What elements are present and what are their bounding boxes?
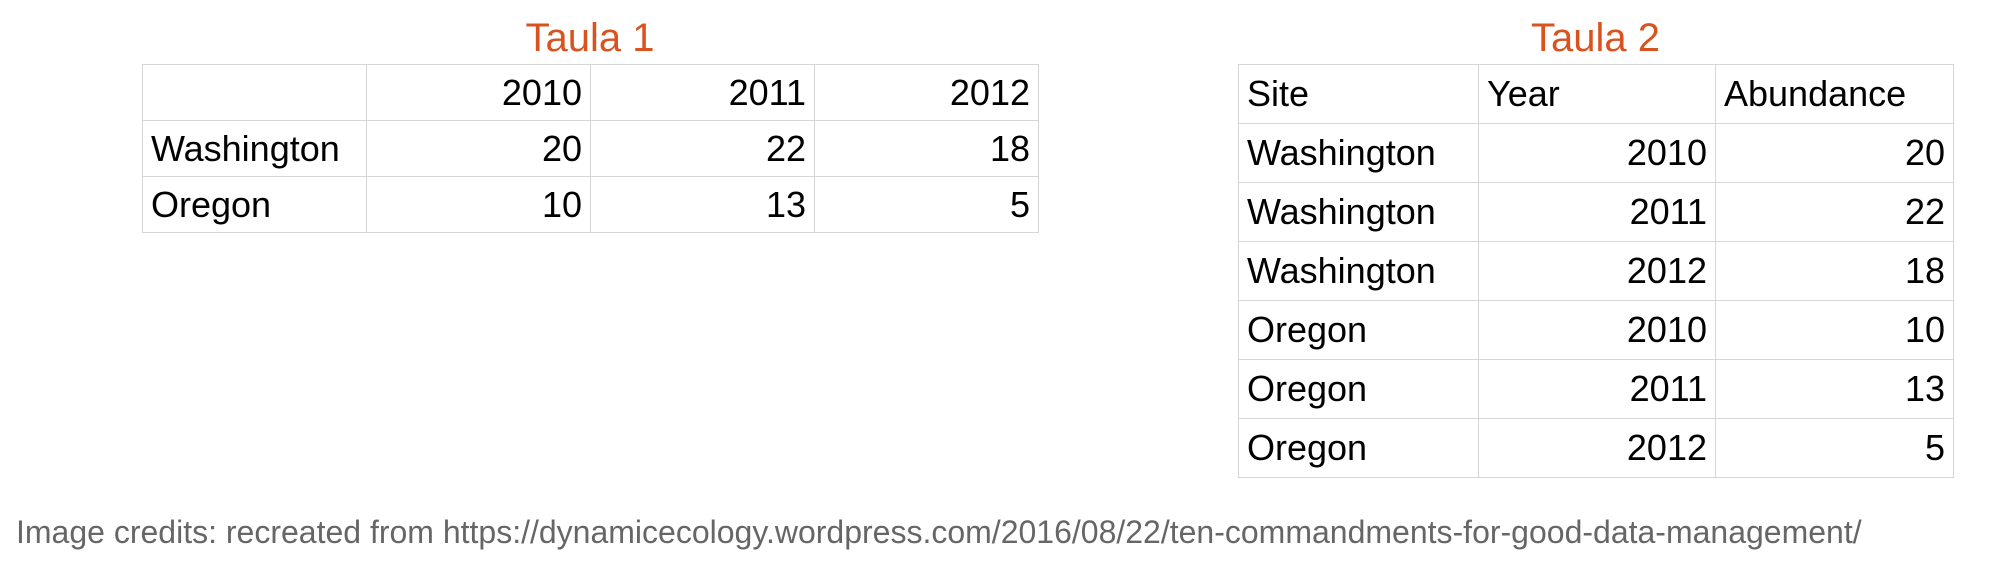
table-row: Oregon 2012 5 xyxy=(1238,418,1954,478)
table-cell: 10 xyxy=(1715,300,1954,360)
table-cell: 20 xyxy=(1715,123,1954,183)
header-cell: 2010 xyxy=(366,64,591,121)
table-cell: 18 xyxy=(1715,241,1954,301)
table-cell: 2010 xyxy=(1478,300,1716,360)
header-cell: Abundance xyxy=(1715,64,1954,124)
table-cell: 10 xyxy=(366,176,591,233)
header-cell: 2012 xyxy=(814,64,1039,121)
table-cell: 2011 xyxy=(1478,182,1716,242)
table-cell: Oregon xyxy=(1238,300,1479,360)
table-header-row: Site Year Abundance xyxy=(1238,64,1954,124)
table-cell: 5 xyxy=(814,176,1039,233)
table-2: Site Year Abundance Washington 2010 20 W… xyxy=(1238,64,1954,478)
header-cell: Year xyxy=(1478,64,1716,124)
table-row: Washington 20 22 18 xyxy=(142,120,1039,177)
table-cell: Oregon xyxy=(142,176,367,233)
header-cell: Site xyxy=(1238,64,1479,124)
table-1-title: Taula 1 xyxy=(525,16,655,60)
table-cell: 2012 xyxy=(1478,241,1716,301)
table-cell: 2010 xyxy=(1478,123,1716,183)
table-2-title: Taula 2 xyxy=(1531,16,1660,60)
table-cell: 22 xyxy=(590,120,815,177)
table-row: Washington 2012 18 xyxy=(1238,241,1954,301)
table-cell: 5 xyxy=(1715,418,1954,478)
table-header-row: 2010 2011 2012 xyxy=(142,64,1039,121)
table-cell: 13 xyxy=(1715,359,1954,419)
header-cell xyxy=(142,64,367,121)
table-cell: Washington xyxy=(1238,241,1479,301)
table-row: Washington 2010 20 xyxy=(1238,123,1954,183)
table-row: Washington 2011 22 xyxy=(1238,182,1954,242)
table-cell: Washington xyxy=(1238,182,1479,242)
table-cell: 20 xyxy=(366,120,591,177)
table-cell: Oregon xyxy=(1238,418,1479,478)
table-cell: 2012 xyxy=(1478,418,1716,478)
table-cell: 22 xyxy=(1715,182,1954,242)
table-cell: 2011 xyxy=(1478,359,1716,419)
header-cell: 2011 xyxy=(590,64,815,121)
image-credits: Image credits: recreated from https://dy… xyxy=(16,514,1862,550)
table-row: Oregon 10 13 5 xyxy=(142,176,1039,233)
table-1: 2010 2011 2012 Washington 20 22 18 Orego… xyxy=(142,64,1039,233)
table-cell: Washington xyxy=(1238,123,1479,183)
table-row: Oregon 2011 13 xyxy=(1238,359,1954,419)
table-cell: 18 xyxy=(814,120,1039,177)
table-cell: 13 xyxy=(590,176,815,233)
table-cell: Washington xyxy=(142,120,367,177)
table-cell: Oregon xyxy=(1238,359,1479,419)
table-row: Oregon 2010 10 xyxy=(1238,300,1954,360)
